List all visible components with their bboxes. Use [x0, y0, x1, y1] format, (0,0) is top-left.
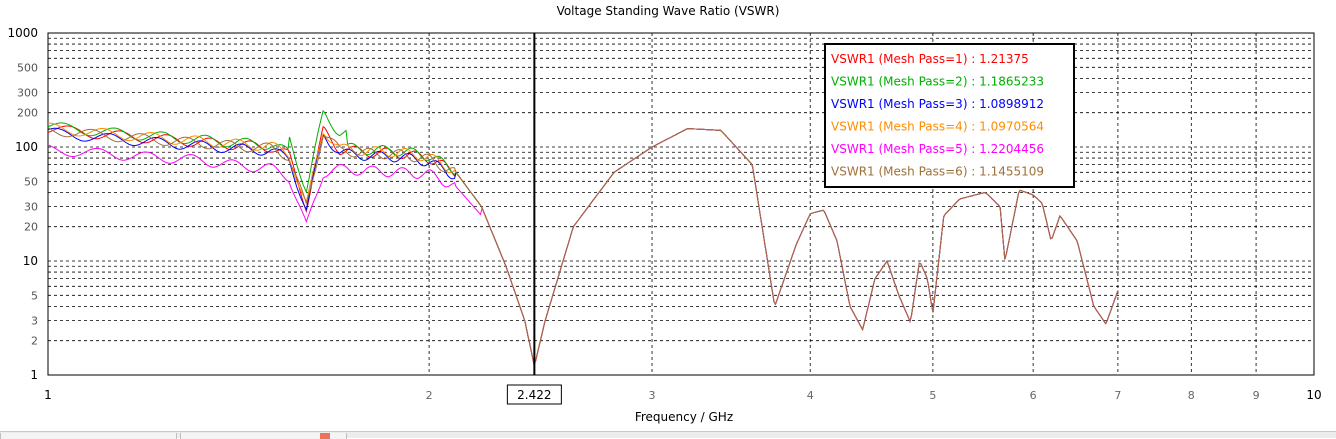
frequency-marker-box[interactable] [506, 384, 562, 405]
x-tick-label: 8 [1188, 389, 1195, 402]
x-tick-label: 3 [649, 389, 656, 402]
x-tick-label: 9 [1253, 389, 1260, 402]
x-tick-label: 6 [1030, 389, 1037, 402]
y-tick-label: 10 [23, 254, 38, 268]
y-tick-label: 300 [17, 87, 38, 100]
x-tick-label: 5 [929, 389, 936, 402]
legend[interactable]: VSWR1 (Mesh Pass=1) : 1.21375 VSWR1 (Mesh… [824, 43, 1075, 188]
x-tick-label: 4 [807, 389, 814, 402]
legend-entry: VSWR1 (Mesh Pass=2) : 1.1865233 [831, 75, 1044, 89]
y-tick-label: 5 [31, 289, 38, 302]
x-tick-label: 1 [44, 388, 52, 402]
y-axis-ticks: 1 2 3 5 10 20 30 50 100 200 300 500 1000 [7, 26, 38, 382]
x-tick-label: 7 [1114, 389, 1121, 402]
y-tick-label: 3 [31, 315, 38, 328]
y-tick-label: 200 [17, 107, 38, 120]
y-tick-label: 2 [31, 335, 38, 348]
y-tick-label: 1000 [7, 26, 38, 40]
legend-entry: VSWR1 (Mesh Pass=1) : 1.21375 [831, 52, 1029, 66]
legend-box [824, 43, 1075, 188]
y-tick-label: 50 [24, 175, 38, 188]
y-tick-label: 20 [24, 221, 38, 234]
bottom-tab[interactable] [0, 433, 177, 439]
y-tick-label: 100 [15, 140, 38, 154]
y-tick-label: 30 [24, 201, 38, 214]
series-line [47, 126, 1119, 366]
legend-entry: VSWR1 (Mesh Pass=6) : 1.1455109 [831, 165, 1044, 179]
y-tick-label: 500 [17, 61, 38, 74]
bottom-tab[interactable] [180, 433, 347, 439]
grid [48, 33, 1314, 375]
tab-status-icon [320, 433, 330, 439]
legend-entry: VSWR1 (Mesh Pass=3) : 1.0898912 [831, 97, 1044, 111]
x-axis-label: Frequency / GHz [635, 410, 733, 424]
x-axis-ticks: 1 2 3 4 5 6 7 8 9 10 [44, 388, 1321, 402]
bottom-tab-strip [0, 431, 1336, 439]
x-tick-label: 10 [1306, 388, 1321, 402]
x-tick-label: 2 [426, 389, 433, 402]
legend-entry: VSWR1 (Mesh Pass=4) : 1.0970564 [831, 120, 1044, 134]
y-tick-label: 1 [30, 368, 38, 382]
legend-entry: VSWR1 (Mesh Pass=5) : 1.2204456 [831, 142, 1044, 156]
chart-title: Voltage Standing Wave Ratio (VSWR) [557, 4, 780, 18]
plot-frame [47, 32, 1315, 376]
frequency-marker-label: 2.422 [517, 388, 551, 402]
series-lines [47, 109, 1119, 366]
